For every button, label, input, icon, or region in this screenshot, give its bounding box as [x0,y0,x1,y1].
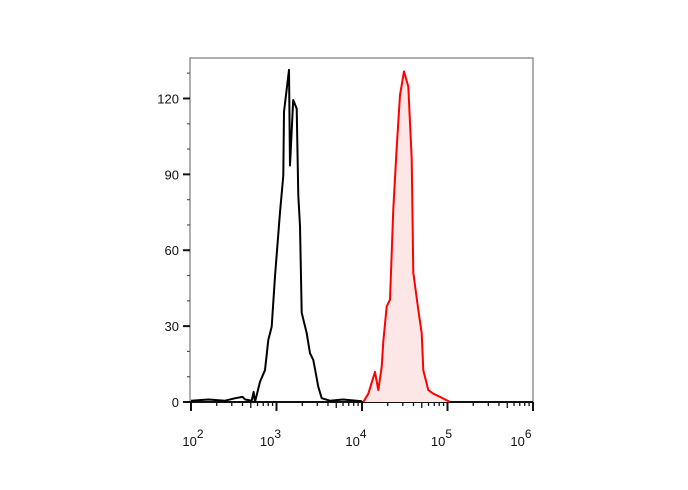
y-tick-label: 60 [165,243,179,258]
x-tick-label: 106 [510,427,531,449]
x-tick-label: 104 [345,427,366,449]
x-tick-label: 103 [260,427,281,449]
plot-frame [189,57,534,403]
x-tick-label: 105 [431,427,452,449]
x-tick-base: 10 [345,434,359,449]
series-1-line [362,70,451,403]
x-tick-exponent: 2 [197,427,204,441]
series-0-line [190,68,363,403]
x-tick-base: 10 [260,434,274,449]
y-tick-label: 30 [165,319,179,334]
y-tick-label: 90 [165,167,179,182]
x-tick-exponent: 6 [525,427,532,441]
y-tick-label: 120 [157,91,179,106]
axes [183,57,534,411]
series-1-fill [363,71,451,403]
x-tick-base: 10 [182,434,196,449]
x-tick-exponent: 4 [360,427,367,441]
x-tick-base: 10 [431,434,445,449]
x-tick-label: 102 [182,427,203,449]
series-layer [190,68,451,403]
y-tick-label: 0 [172,395,179,410]
x-tick-exponent: 3 [274,427,281,441]
x-tick-exponent: 5 [445,427,452,441]
x-tick-base: 10 [510,434,524,449]
